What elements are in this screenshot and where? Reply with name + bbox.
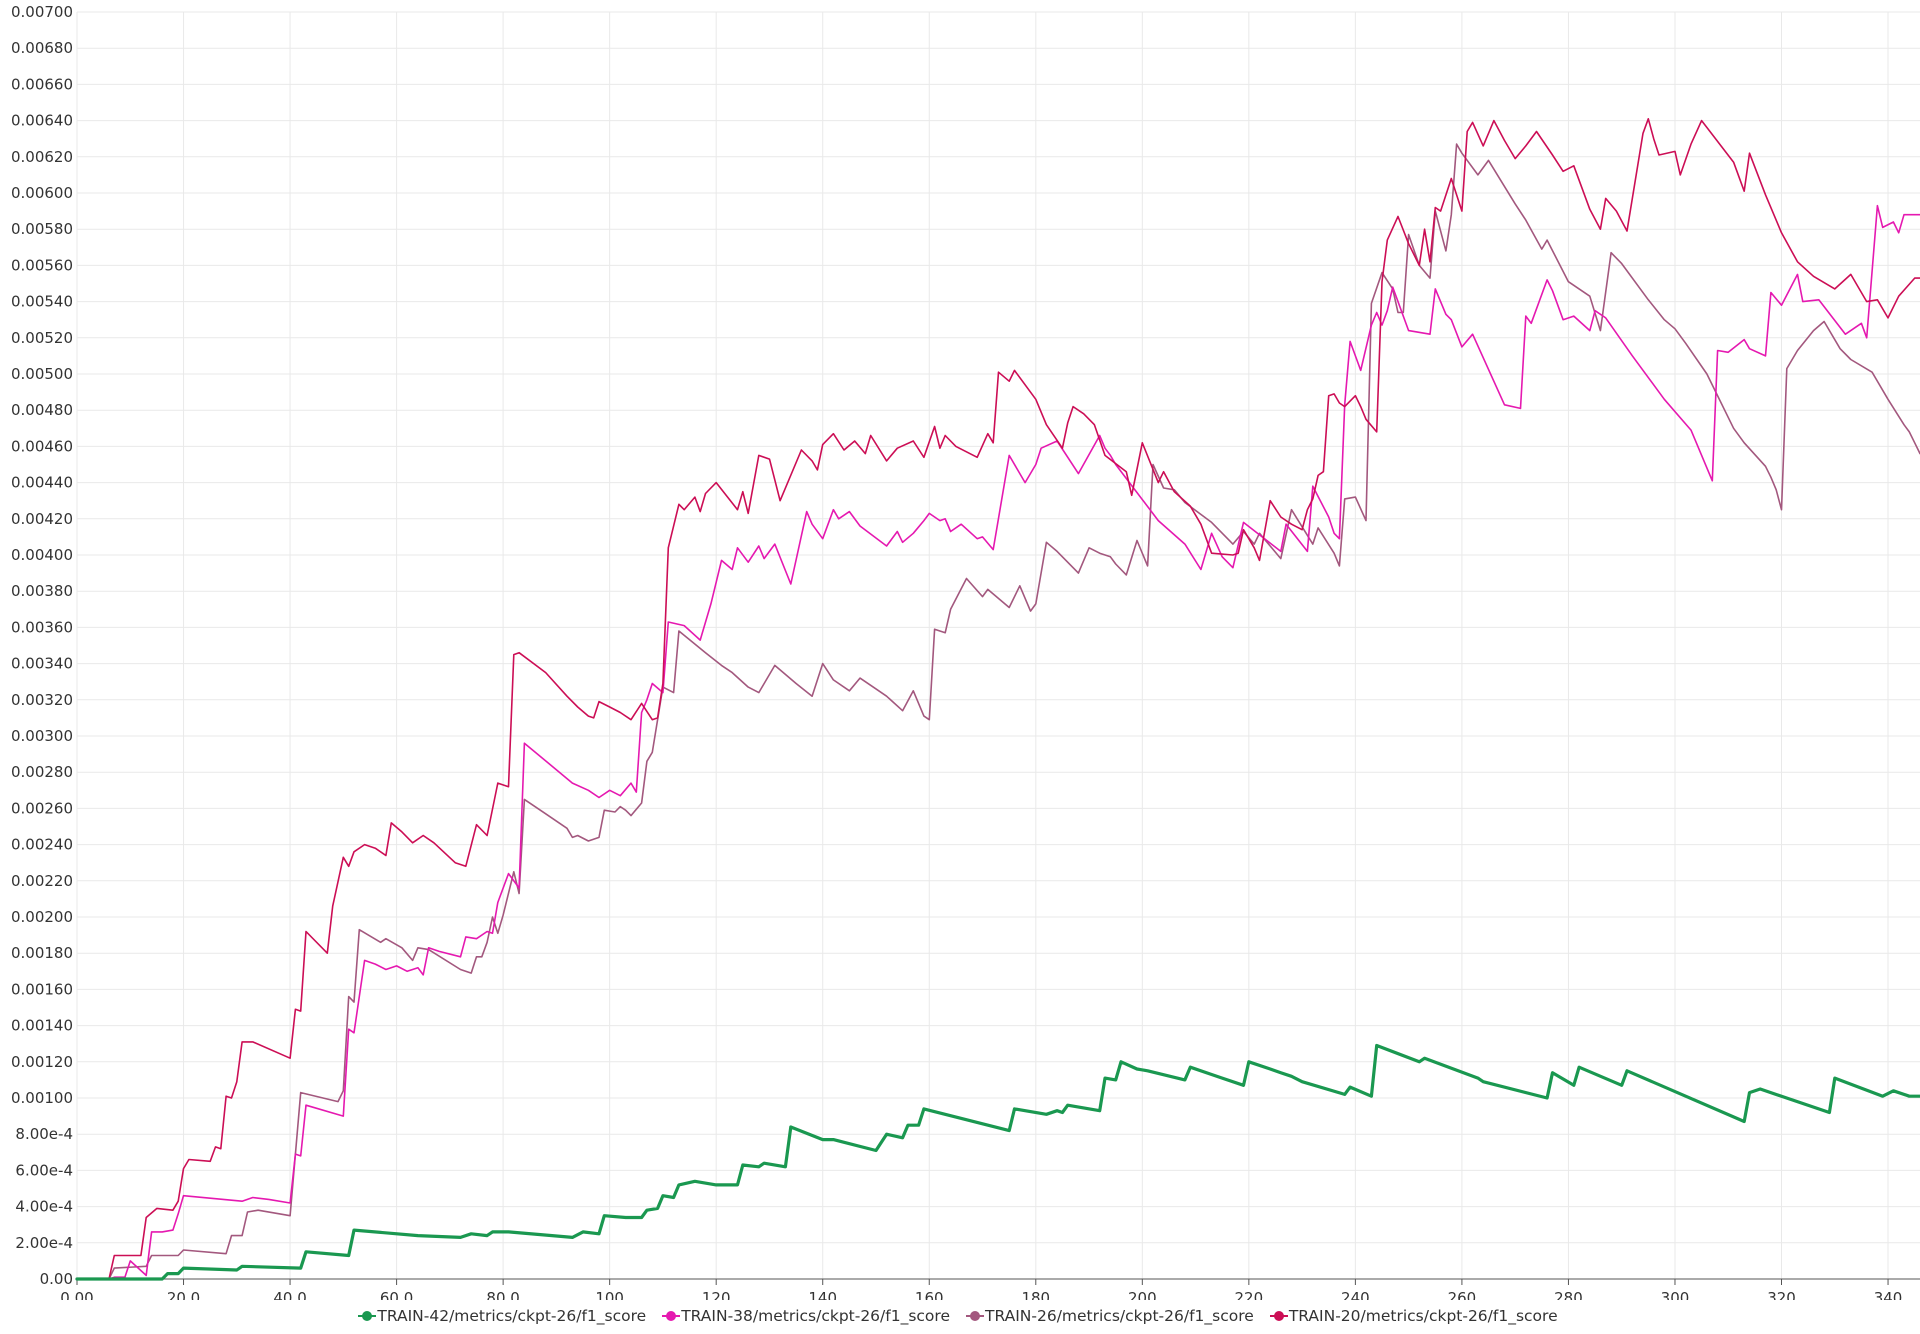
y-tick-label: 0.00480 [11, 401, 73, 419]
y-tick-label: 0.00520 [11, 329, 73, 347]
y-tick-label: 0.00120 [11, 1053, 73, 1071]
chart-svg: 0.002.00e-44.00e-46.00e-48.00e-40.001000… [11, 3, 1920, 1300]
x-tick-label: 240 [1341, 1289, 1370, 1300]
y-tick-label: 0.00360 [11, 618, 73, 636]
y-tick-label: 0.00540 [11, 293, 73, 311]
x-tick-label: 80.0 [486, 1289, 519, 1300]
y-tick-label: 0.00 [40, 1270, 73, 1288]
y-tick-label: 0.00260 [11, 799, 73, 817]
y-tick-label: 0.00500 [11, 365, 73, 383]
y-tick-label: 0.00100 [11, 1089, 73, 1107]
y-axis-ticks: 0.00 2.00e-4 4.00e-4 6.00e-4 8.00e-4 0.00100 0… [11, 3, 73, 1288]
legend-item-train-42[interactable]: TRAIN-42/metrics/ckpt-26/f1_score [358, 1304, 647, 1328]
y-tick-label: 0.00240 [11, 836, 73, 854]
y-tick-label: 6.00e-4 [15, 1161, 73, 1179]
y-tick-label: 0.00300 [11, 727, 73, 745]
y-tick-label: 0.00620 [11, 148, 73, 166]
legend-item-train-26[interactable]: TRAIN-26/metrics/ckpt-26/f1_score [966, 1304, 1254, 1328]
legend-label-train-38: TRAIN-38/metrics/ckpt-26/f1_score [681, 1307, 950, 1325]
y-tick-label: 0.00280 [11, 763, 73, 781]
x-tick-label: 280 [1554, 1289, 1583, 1300]
grid [76, 11, 1920, 1280]
y-tick-label: 0.00680 [11, 39, 73, 57]
y-tick-label: 0.00400 [11, 546, 73, 564]
x-tick-label: 60.0 [380, 1289, 413, 1300]
x-tick-label: 200 [1128, 1289, 1157, 1300]
y-tick-label: 4.00e-4 [15, 1198, 73, 1216]
y-tick-label: 0.00200 [11, 908, 73, 926]
y-tick-label: 0.00600 [11, 184, 73, 202]
y-tick-label: 0.00580 [11, 220, 73, 238]
x-tick-label: 140 [808, 1289, 837, 1300]
legend-label-train-20: TRAIN-20/metrics/ckpt-26/f1_score [1288, 1307, 1558, 1325]
x-tick-label: 20.0 [167, 1289, 200, 1300]
y-tick-label: 0.00460 [11, 437, 73, 455]
x-tick-label: 260 [1448, 1289, 1477, 1300]
legend-marker-train-20 [1269, 1311, 1288, 1321]
y-tick-label: 0.00220 [11, 872, 73, 890]
x-tick-label: 220 [1235, 1289, 1264, 1300]
y-tick-label: 0.00440 [11, 474, 73, 492]
legend-item-train-38[interactable]: TRAIN-38/metrics/ckpt-26/f1_score [662, 1304, 950, 1328]
x-tick-label: 100 [595, 1289, 624, 1300]
x-axis-ticks: 0.00 20.0 40.0 60.0 80.0 100 120 140 160 180 200 22… [60, 1289, 1902, 1300]
y-tick-label: 8.00e-4 [15, 1125, 73, 1143]
y-tick-label: 0.00380 [11, 582, 73, 600]
y-tick-label: 0.00700 [11, 3, 73, 21]
y-tick-label: 0.00640 [11, 112, 73, 130]
x-tick-label: 40.0 [273, 1289, 306, 1300]
series-line-train-20 [76, 118, 1920, 1280]
y-tick-label: 0.00420 [11, 510, 73, 528]
legend-label-train-26: TRAIN-26/metrics/ckpt-26/f1_score [985, 1307, 1254, 1325]
legend-label-train-42: TRAIN-42/metrics/ckpt-26/f1_score [377, 1307, 647, 1325]
x-tick-label: 300 [1661, 1289, 1690, 1300]
y-tick-label: 0.00660 [11, 75, 73, 93]
y-tick-label: 0.00160 [11, 980, 73, 998]
legend-item-train-20[interactable]: TRAIN-20/metrics/ckpt-26/f1_score [1269, 1304, 1558, 1328]
series-line-train-38 [76, 204, 1920, 1280]
x-tick-label: 180 [1021, 1289, 1050, 1300]
x-tick-label: 0.00 [60, 1289, 93, 1300]
legend-marker-train-38 [662, 1311, 681, 1321]
x-tick-label: 320 [1767, 1289, 1796, 1300]
y-tick-label: 0.00180 [11, 944, 73, 962]
y-tick-label: 0.00320 [11, 691, 73, 709]
x-tick-label: 160 [915, 1289, 944, 1300]
plot-area [75, 118, 1920, 1281]
y-tick-label: 0.00340 [11, 655, 73, 673]
axes [76, 1278, 1920, 1285]
series-line-train-26 [76, 143, 1920, 1280]
legend-marker-train-42 [358, 1311, 377, 1321]
y-tick-label: 0.00140 [11, 1017, 73, 1035]
legend: TRAIN-42/metrics/ckpt-26/f1_score TRAIN-… [0, 1304, 1920, 1328]
y-tick-label: 2.00e-4 [15, 1234, 73, 1252]
x-tick-label: 120 [702, 1289, 731, 1300]
x-tick-label: 340 [1874, 1289, 1903, 1300]
series-line-train-42 [75, 1043, 1920, 1281]
y-tick-label: 0.00560 [11, 256, 73, 274]
legend-marker-train-26 [966, 1311, 984, 1321]
